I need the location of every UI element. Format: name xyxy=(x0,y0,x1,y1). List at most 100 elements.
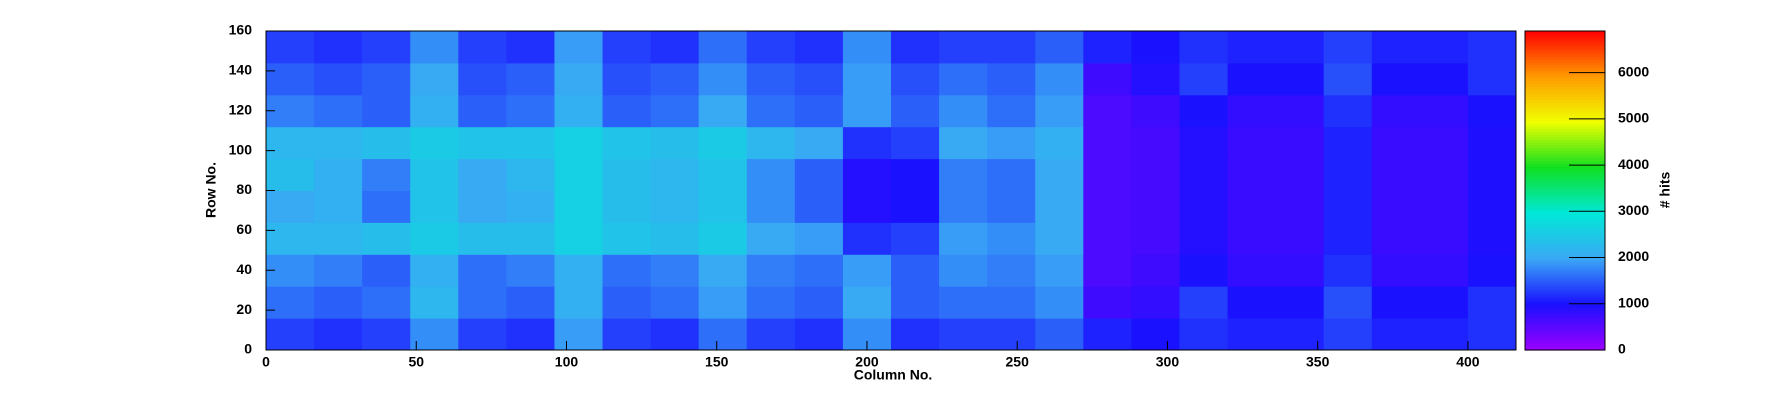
y-tick-label: 40 xyxy=(236,261,252,277)
heatmap-cell xyxy=(314,254,363,287)
heatmap-cell xyxy=(1371,254,1421,287)
colorbar-segment xyxy=(1525,304,1605,309)
heatmap-cell xyxy=(554,318,604,351)
heatmap-cell xyxy=(987,222,1036,255)
heatmap-cell xyxy=(842,94,892,128)
heatmap-cell xyxy=(842,254,892,287)
colorbar-segment xyxy=(1525,307,1605,311)
heatmap-cell xyxy=(1227,126,1277,160)
colorbar-tick-label: 2000 xyxy=(1618,248,1649,264)
heatmap-cell xyxy=(1323,190,1373,223)
colorbar-segment xyxy=(1525,174,1605,178)
heatmap-cell xyxy=(1419,62,1469,96)
colorbar-segment xyxy=(1525,49,1605,53)
colorbar-segment xyxy=(1525,222,1605,226)
heatmap-cell xyxy=(891,190,940,223)
colorbar-segment xyxy=(1525,38,1605,43)
heatmap-cell xyxy=(1035,62,1084,96)
heatmap-cell xyxy=(362,158,411,191)
heatmap-cell xyxy=(362,62,411,96)
heatmap-cell xyxy=(698,286,748,319)
colorbar-segment xyxy=(1525,201,1605,205)
heatmap-cell xyxy=(266,222,315,255)
heatmap-cell xyxy=(746,31,796,64)
colorbar-segment xyxy=(1525,296,1605,301)
heatmap-cell xyxy=(1227,62,1277,96)
heatmap-cell xyxy=(1083,318,1132,351)
heatmap-cell xyxy=(1371,190,1421,223)
heatmap-cell xyxy=(1179,31,1229,64)
colorbar-segment xyxy=(1525,283,1605,287)
colorbar-segment xyxy=(1525,211,1605,216)
heatmap-cell xyxy=(1371,222,1421,255)
colorbar-segment xyxy=(1525,129,1605,133)
heatmap-cell xyxy=(554,254,604,287)
colorbar-segment xyxy=(1525,233,1605,237)
y-tick-label: 20 xyxy=(236,301,252,317)
heatmap-cell xyxy=(987,318,1036,351)
heatmap-cell xyxy=(1275,222,1325,255)
colorbar-segment xyxy=(1525,275,1605,279)
heatmap-cell xyxy=(1227,318,1277,351)
heatmap-cell xyxy=(939,222,988,255)
heatmap-cell xyxy=(1179,190,1229,223)
heatmap-cell xyxy=(554,94,604,128)
heatmap-cell xyxy=(554,286,604,319)
heatmap-cell xyxy=(458,62,507,96)
colorbar-segment xyxy=(1525,76,1605,80)
colorbar-segment xyxy=(1525,248,1605,253)
heatmap-cell xyxy=(410,286,459,319)
heatmap-cell xyxy=(314,158,363,191)
heatmap-cell xyxy=(1419,318,1469,351)
colorbar-segment xyxy=(1525,108,1605,112)
x-tick-label: 350 xyxy=(1306,354,1330,370)
colorbar-segment xyxy=(1525,336,1605,340)
heatmap-cell xyxy=(1083,62,1132,96)
heatmap-cell xyxy=(1323,286,1373,319)
heatmap-cell xyxy=(506,158,555,191)
heatmap-cell xyxy=(891,222,940,255)
colorbar-tick-label: 4000 xyxy=(1618,156,1649,172)
y-tick-label: 80 xyxy=(236,181,252,197)
heatmap-cell xyxy=(1083,31,1132,64)
heatmap-cell xyxy=(650,62,700,96)
heatmap-cell xyxy=(458,94,507,128)
heatmap-cell xyxy=(410,31,459,64)
heatmap-cell xyxy=(1227,222,1277,255)
heatmap-cell xyxy=(1467,126,1517,160)
heatmap-cell xyxy=(1467,190,1517,223)
heatmap-cell xyxy=(939,62,988,96)
heatmap-cell xyxy=(987,62,1036,96)
heatmap-cell xyxy=(506,31,555,64)
heatmap-cell xyxy=(698,62,748,96)
heatmap-cell xyxy=(554,190,604,223)
colorbar-segment xyxy=(1525,246,1605,250)
heatmap-cell xyxy=(746,158,796,191)
colorbar-segment xyxy=(1525,198,1605,202)
colorbar-segment xyxy=(1525,193,1605,197)
heatmap-cell xyxy=(698,222,748,255)
heatmap-cell xyxy=(1275,286,1325,319)
colorbar-segment xyxy=(1525,132,1605,136)
heatmap-cell xyxy=(602,158,652,191)
heatmap-cell xyxy=(987,190,1036,223)
colorbar-segment xyxy=(1525,163,1605,168)
heatmap-cell xyxy=(698,31,748,64)
heatmap-cell xyxy=(410,94,459,128)
heatmap-cell xyxy=(939,126,988,160)
heatmap-cell xyxy=(1179,94,1229,128)
heatmap-cell xyxy=(891,126,940,160)
heatmap-cell xyxy=(266,190,315,223)
heatmap-cell xyxy=(1083,286,1132,319)
heatmap-cell xyxy=(1227,190,1277,223)
heatmap-cell xyxy=(1179,126,1229,160)
colorbar-segment xyxy=(1525,288,1605,293)
x-tick-label: 150 xyxy=(705,354,729,370)
heatmap-cell xyxy=(746,126,796,160)
heatmap-cell xyxy=(1179,286,1229,319)
y-axis-label: Row No. xyxy=(203,162,219,218)
colorbar-segment xyxy=(1525,219,1605,223)
heatmap-cell xyxy=(506,62,555,96)
colorbar-segment xyxy=(1525,190,1605,194)
colorbar-segment xyxy=(1525,270,1605,274)
